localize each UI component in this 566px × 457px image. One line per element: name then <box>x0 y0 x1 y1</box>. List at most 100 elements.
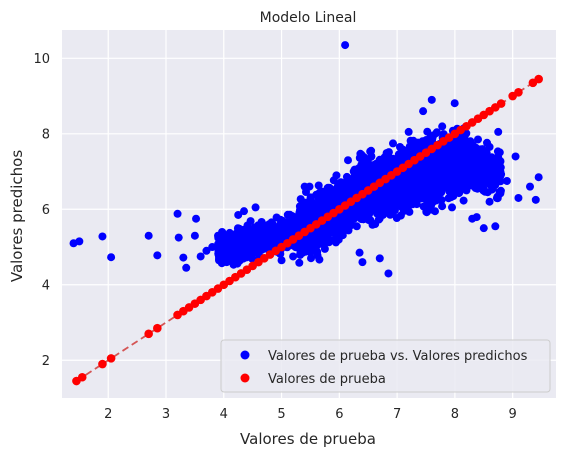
prediction-point <box>307 254 315 263</box>
prediction-point <box>344 156 352 165</box>
prediction-point <box>456 150 464 159</box>
prediction-point <box>367 146 376 155</box>
prediction-point <box>253 241 261 250</box>
prediction-point <box>309 246 318 255</box>
prediction-point <box>422 196 431 205</box>
prediction-point <box>491 222 500 231</box>
x-tick-label: 8 <box>451 407 459 422</box>
prediction-point <box>450 99 459 108</box>
prediction-point <box>306 193 315 202</box>
test-value-point <box>514 87 523 97</box>
test-value-point <box>98 359 107 369</box>
prediction-point <box>173 209 182 218</box>
prediction-point <box>326 194 335 202</box>
prediction-point <box>381 159 390 168</box>
prediction-point <box>225 229 234 238</box>
y-tick-label: 10 <box>33 52 50 67</box>
prediction-point <box>531 195 540 204</box>
prediction-point <box>511 152 520 161</box>
prediction-point <box>476 145 485 154</box>
prediction-point <box>250 227 259 236</box>
x-tick-label: 6 <box>335 407 343 422</box>
prediction-point <box>344 226 353 235</box>
prediction-point <box>268 220 277 229</box>
prediction-point <box>358 172 366 181</box>
prediction-point <box>329 220 338 229</box>
x-tick-labels: 2 3 4 5 6 7 8 9 <box>104 407 517 422</box>
prediction-point <box>315 205 324 214</box>
test-value-point <box>106 354 116 363</box>
prediction-point <box>314 181 323 190</box>
prediction-point <box>352 222 361 231</box>
prediction-point <box>280 225 289 234</box>
prediction-point <box>485 197 494 206</box>
y-tick-labels: 2 4 6 8 10 <box>33 52 50 369</box>
prediction-point <box>429 131 438 140</box>
prediction-point <box>317 229 325 238</box>
prediction-point <box>514 193 523 202</box>
prediction-point <box>300 182 309 191</box>
prediction-point <box>393 178 402 187</box>
prediction-point <box>482 148 491 157</box>
prediction-point <box>438 202 447 211</box>
prediction-point <box>196 252 205 261</box>
prediction-point <box>431 162 440 171</box>
prediction-point <box>376 198 385 207</box>
test-value-point <box>77 372 87 382</box>
prediction-point <box>414 138 422 147</box>
prediction-point <box>448 203 456 212</box>
prediction-point <box>345 190 354 199</box>
x-tick-label: 5 <box>277 407 285 422</box>
prediction-point <box>329 226 338 235</box>
prediction-point <box>473 170 482 179</box>
prediction-point <box>234 210 243 219</box>
prediction-point <box>493 147 502 156</box>
prediction-point <box>486 179 495 188</box>
prediction-point <box>526 182 534 191</box>
prediction-point <box>442 163 451 172</box>
prediction-point <box>474 135 482 144</box>
prediction-point <box>190 231 199 240</box>
prediction-point <box>216 245 225 254</box>
y-tick-label: 2 <box>42 354 50 369</box>
prediction-point <box>263 241 272 250</box>
legend-marker-red <box>240 373 250 383</box>
prediction-point <box>395 150 404 159</box>
prediction-point <box>229 260 238 269</box>
prediction-point <box>449 192 458 200</box>
prediction-point <box>277 256 286 265</box>
prediction-point <box>355 165 363 174</box>
test-value-point <box>144 329 153 339</box>
test-value-point <box>496 99 506 108</box>
y-tick-label: 6 <box>42 203 50 218</box>
x-tick-label: 7 <box>393 407 401 422</box>
prediction-point <box>459 196 468 205</box>
prediction-point <box>404 150 413 159</box>
prediction-point <box>174 233 183 242</box>
prediction-point <box>418 177 427 186</box>
prediction-point <box>438 122 447 131</box>
prediction-point <box>337 213 346 222</box>
prediction-point <box>362 156 371 165</box>
prediction-point <box>465 150 474 158</box>
prediction-point <box>419 202 428 211</box>
prediction-point <box>202 246 211 255</box>
prediction-point <box>358 209 367 218</box>
prediction-point <box>369 205 377 214</box>
legend-label-predictions: Valores de prueba vs. Valores predichos <box>268 349 528 364</box>
prediction-point <box>382 181 391 190</box>
prediction-point <box>317 197 325 206</box>
prediction-point <box>468 160 477 169</box>
prediction-point <box>422 139 430 148</box>
prediction-point <box>402 180 411 189</box>
prediction-point <box>153 251 162 260</box>
x-axis-label: Valores de prueba <box>240 430 376 448</box>
prediction-point <box>247 254 256 263</box>
prediction-point <box>208 243 217 252</box>
prediction-point <box>295 258 304 267</box>
prediction-point <box>466 169 475 178</box>
prediction-point <box>296 250 305 259</box>
prediction-point <box>479 224 488 233</box>
prediction-point <box>294 210 303 219</box>
prediction-point <box>107 253 116 262</box>
